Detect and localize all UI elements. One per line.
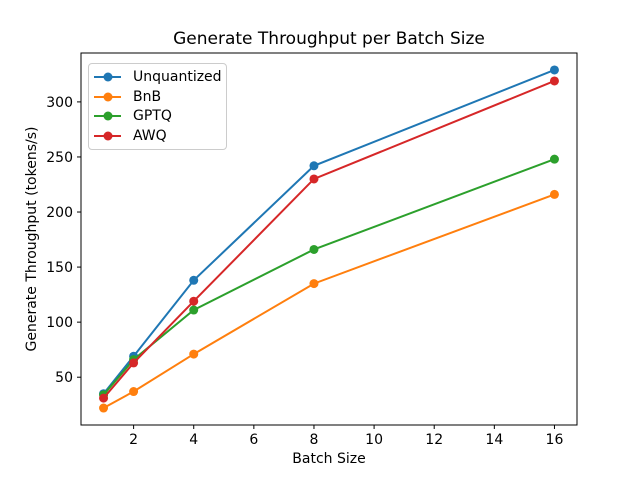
data-point-gptq-x16 [549, 154, 559, 164]
data-point-awq-x16 [549, 76, 559, 86]
y-tick-label: 150 [46, 260, 73, 276]
x-tick-label: 4 [189, 432, 198, 448]
x-axis-label: Batch Size [292, 451, 366, 467]
data-point-unquantized-x16 [549, 65, 559, 75]
y-tick-label: 100 [46, 315, 73, 331]
legend-item-awq: AWQ [89, 127, 226, 145]
legend-label: AWQ [133, 128, 167, 145]
legend-item-bnb: BnB [89, 88, 226, 106]
data-point-gptq-x4 [189, 305, 199, 315]
legend-marker-icon [103, 72, 112, 82]
data-point-unquantized-x4 [189, 275, 199, 285]
data-point-awq-x8 [309, 174, 319, 184]
legend-marker-icon [103, 131, 112, 141]
legend-label: GPTQ [133, 108, 172, 125]
legend: Unquantized BnB GPTQ AWQ [88, 63, 227, 150]
legend-line-sample [94, 111, 121, 121]
data-point-bnb-x4 [189, 349, 199, 359]
x-tick-label: 10 [365, 432, 383, 448]
x-tick-label: 6 [249, 432, 258, 448]
data-point-gptq-x8 [309, 244, 319, 254]
legend-item-unquantized: Unquantized [89, 68, 226, 86]
x-tick-label: 2 [129, 432, 138, 448]
x-tick-label: 12 [425, 432, 443, 448]
y-tick-label: 50 [55, 370, 73, 386]
axes-frame [80, 52, 578, 426]
data-point-bnb-x16 [549, 189, 559, 199]
legend-line-sample [94, 131, 121, 141]
data-point-awq-x4 [189, 296, 199, 306]
legend-line-sample [94, 72, 121, 82]
x-tick-label: 14 [485, 432, 503, 448]
legend-label: Unquantized [133, 68, 222, 85]
data-point-awq-x2 [129, 358, 139, 368]
legend-item-gptq: GPTQ [89, 107, 226, 125]
series-line-bnb [102, 193, 556, 410]
y-tick-label: 200 [46, 205, 73, 221]
data-point-bnb-x1 [99, 403, 109, 413]
data-point-unquantized-x8 [309, 161, 319, 171]
y-tick-label: 300 [46, 95, 73, 111]
legend-line-sample [94, 92, 121, 102]
chart-title: Generate Throughput per Batch Size [173, 29, 485, 49]
y-tick-label: 250 [46, 150, 73, 166]
y-axis-label: Generate Throughput (tokens/s) [24, 126, 40, 352]
data-point-bnb-x2 [129, 387, 139, 397]
legend-marker-icon [103, 111, 112, 121]
x-tick-label: 16 [546, 432, 564, 448]
legend-marker-icon [103, 92, 112, 102]
data-point-awq-x1 [99, 393, 109, 403]
data-point-bnb-x8 [309, 279, 319, 289]
x-tick-label: 8 [310, 432, 319, 448]
legend-label: BnB [133, 88, 162, 105]
